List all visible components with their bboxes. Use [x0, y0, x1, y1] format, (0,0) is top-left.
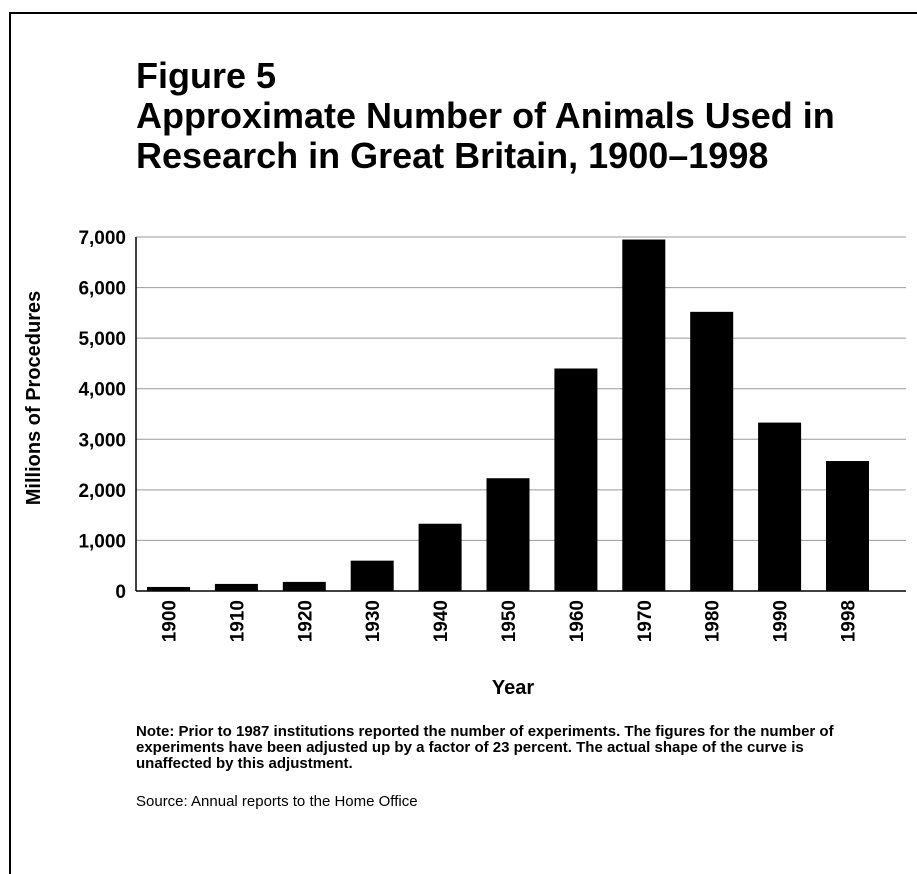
y-tick-label: 1,000	[78, 531, 126, 552]
y-tick-labels: 0 1,000 2,000 3,000 4,000 5,000 6,000 7,000	[78, 228, 126, 603]
y-tick-label: 7,000	[78, 228, 126, 249]
x-tick-label: 1970	[635, 600, 656, 642]
bar-1998	[826, 461, 869, 591]
bar-1960	[554, 368, 598, 591]
y-tick-label: 2,000	[78, 481, 126, 502]
x-tick-label: 1900	[160, 600, 181, 642]
bar-1990	[758, 422, 802, 591]
x-tick-label: 1960	[567, 600, 588, 642]
y-tick-label: 3,000	[78, 430, 126, 451]
x-tick-label: 1998	[839, 600, 860, 642]
chart-source: Source: Annual reports to the Home Offic…	[136, 793, 418, 810]
x-tick-labels: 1900 1910 1920 1930 1940 1950 1960 1970 1980 1990…	[160, 600, 860, 642]
x-tick-label: 1980	[703, 600, 724, 642]
bar-1980	[690, 311, 734, 591]
bar-1970	[622, 239, 666, 591]
bar-1940	[418, 523, 462, 591]
x-axis-label: Year	[492, 677, 534, 699]
y-tick-label: 0	[115, 582, 126, 603]
bar-1900	[147, 586, 190, 591]
x-tick-label: 1930	[363, 600, 384, 642]
chart-note: Note: Prior to 1987 institutions reporte…	[136, 723, 834, 772]
x-tick-label: 1940	[431, 600, 452, 642]
bar-1930	[350, 560, 394, 591]
y-tick-label: 4,000	[78, 380, 126, 401]
x-tick-label: 1910	[227, 600, 248, 642]
bar-1920	[282, 581, 326, 591]
y-axis-label: Millions of Procedures	[23, 291, 45, 505]
x-tick-label: 1950	[499, 600, 520, 642]
y-tick-label: 6,000	[78, 279, 126, 300]
axes	[135, 237, 906, 592]
bar-1950	[486, 478, 530, 591]
y-tick-label: 5,000	[78, 329, 126, 350]
x-tick-label: 1920	[295, 600, 316, 642]
bars	[147, 239, 869, 591]
bar-1910	[214, 583, 258, 591]
bar-chart: 0 1,000 2,000 3,000 4,000 5,000 6,000 7,000 190…	[23, 228, 906, 699]
chart-title: Figure 5 Approximate Number of Animals U…	[136, 55, 835, 176]
figure-frame	[9, 12, 917, 874]
x-tick-label: 1990	[771, 600, 792, 642]
